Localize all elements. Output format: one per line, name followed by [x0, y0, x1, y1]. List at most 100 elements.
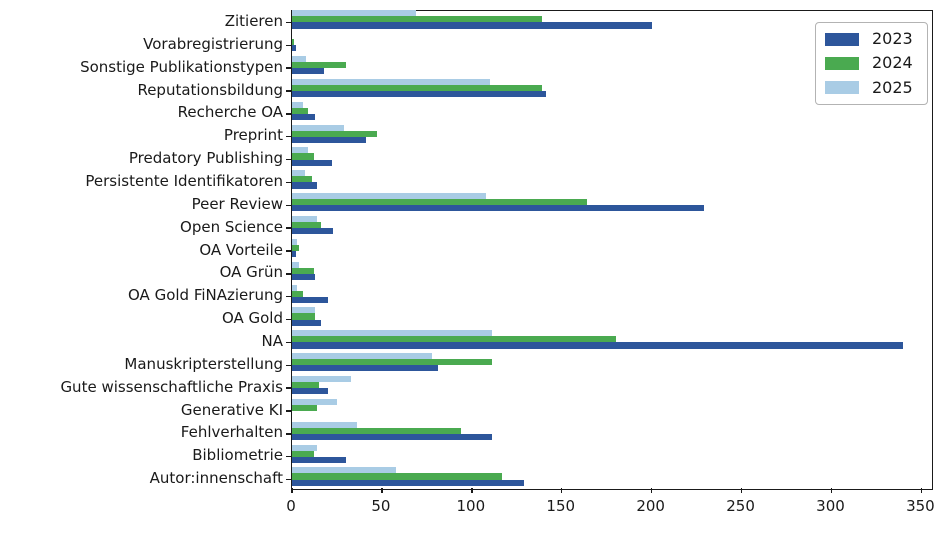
bar-2024 [292, 244, 300, 251]
y-tick-mark [285, 250, 291, 252]
bar-2025 [292, 353, 433, 360]
y-tick-mark [285, 44, 291, 46]
category-label: Preprint [223, 126, 283, 145]
category-label: Manuskripterstellung [124, 354, 283, 373]
x-tick-mark [291, 488, 293, 494]
bar-2025 [292, 124, 345, 131]
legend-label: 2024 [872, 53, 913, 73]
category-label: Predatory Publishing [128, 149, 283, 168]
bar-2024 [292, 62, 346, 69]
y-tick-mark [285, 341, 291, 344]
y-tick-mark [285, 410, 291, 412]
bar-2024 [292, 16, 542, 23]
y-tick-mark [285, 90, 291, 92]
category-label: OA Gold [221, 309, 283, 328]
bar-2023 [292, 479, 524, 486]
bar-2025 [292, 467, 397, 474]
bar-2025 [292, 284, 298, 291]
x-tick-mark [740, 488, 743, 494]
legend-label: 2023 [872, 29, 913, 49]
category-label: NA [261, 331, 283, 350]
x-tick-mark [471, 488, 473, 494]
bar-2024 [292, 199, 587, 206]
bar-2025 [292, 10, 417, 17]
x-tick-label: 200 [636, 497, 665, 515]
bar-2024 [292, 427, 462, 434]
category-label: Autor:innenschaft [149, 469, 283, 488]
bar-2024 [292, 473, 503, 480]
bar-2024 [292, 130, 377, 137]
bar-2025 [292, 261, 300, 268]
bar-2023 [292, 342, 904, 349]
y-tick-mark [285, 67, 291, 69]
bar-2023 [292, 433, 492, 440]
bar-2025 [292, 307, 316, 314]
x-tick-label: 0 [286, 497, 296, 515]
category-label: OA Vorteile [199, 240, 283, 259]
y-tick-mark [285, 113, 291, 115]
bar-2024 [292, 450, 314, 457]
bar-2023 [292, 113, 316, 120]
bar-2025 [292, 101, 303, 108]
x-tick-label: 250 [726, 497, 755, 515]
bar-2025 [292, 421, 357, 428]
bar-2025 [292, 444, 318, 451]
bar-2025 [292, 375, 352, 383]
category-label: Fehlverhalten [180, 423, 283, 442]
x-tick-label: 50 [371, 497, 391, 515]
bar-2024 [292, 222, 321, 229]
y-tick-mark [285, 478, 291, 481]
bar-2023 [292, 296, 328, 303]
category-label: Generative KI [180, 400, 283, 419]
bar-2024 [292, 382, 319, 389]
bar-2024 [292, 313, 316, 320]
y-tick-mark [285, 158, 291, 161]
category-label: Peer Review [191, 194, 283, 213]
x-tick-label: 350 [906, 497, 935, 515]
y-tick-mark [285, 387, 291, 389]
bar-2023 [292, 182, 318, 189]
y-tick-mark [285, 227, 291, 229]
bar-2024 [292, 404, 318, 411]
category-label: OA Grün [219, 263, 283, 282]
category-label: Vorabregistrierung [143, 34, 283, 53]
bar-2023 [292, 68, 325, 75]
bar-2024 [292, 39, 294, 46]
bar-2025 [292, 238, 298, 245]
bar-2023 [292, 251, 296, 258]
legend-swatch [825, 81, 859, 95]
category-label: Open Science [180, 217, 283, 236]
bar-2023 [292, 319, 321, 326]
legend-label: 2025 [872, 77, 913, 97]
legend: 2023 2024 2025 [815, 22, 928, 105]
x-tick-label: 100 [456, 497, 486, 515]
bar-2023 [292, 365, 438, 372]
category-label: Sonstige Publikationstypen [80, 57, 283, 76]
x-tick-mark [381, 488, 383, 494]
y-tick-mark [285, 273, 291, 275]
bar-2023 [292, 91, 546, 98]
category-label: OA Gold FiNAzierung [128, 286, 283, 305]
legend-swatch [825, 56, 859, 70]
y-tick-mark [285, 456, 291, 458]
x-tick-label: 150 [546, 497, 576, 515]
bar-2024 [292, 267, 314, 274]
bar-2024 [292, 359, 492, 366]
bar-2025 [292, 193, 487, 200]
x-tick-mark [650, 488, 653, 494]
bar-2025 [292, 147, 309, 154]
bar-2023 [292, 22, 652, 29]
y-tick-mark [285, 136, 291, 138]
bar-2023 [292, 45, 296, 52]
y-tick-mark [285, 433, 291, 435]
category-label: Reputationsbildung [137, 80, 283, 99]
bar-2024 [292, 153, 314, 160]
bar-2025 [292, 170, 305, 177]
category-label: Gute wissenschaftliche Praxis [60, 377, 283, 396]
bar-2023 [292, 159, 332, 166]
y-tick-mark [285, 181, 291, 184]
bar-2025 [292, 215, 318, 223]
category-label: Zitieren [224, 11, 283, 30]
x-tick-mark [561, 488, 563, 494]
